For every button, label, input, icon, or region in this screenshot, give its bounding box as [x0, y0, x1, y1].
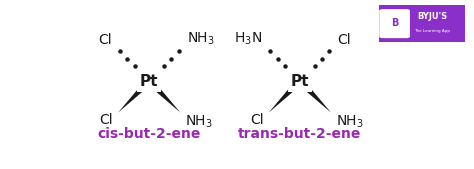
Text: cis-but-2-ene: cis-but-2-ene [98, 127, 201, 141]
FancyBboxPatch shape [379, 9, 410, 38]
Text: The Learning App: The Learning App [414, 29, 450, 33]
Text: Cl: Cl [98, 33, 111, 47]
Text: Pt: Pt [140, 74, 158, 89]
Polygon shape [269, 81, 304, 113]
Text: Cl: Cl [250, 113, 264, 127]
FancyBboxPatch shape [375, 3, 469, 44]
Text: BYJU'S: BYJU'S [417, 13, 447, 21]
Text: NH$_3$: NH$_3$ [336, 113, 364, 130]
Text: Cl: Cl [100, 113, 113, 127]
Polygon shape [145, 81, 181, 113]
Text: Pt: Pt [291, 74, 309, 89]
Polygon shape [118, 81, 154, 113]
Text: NH$_3$: NH$_3$ [187, 31, 215, 47]
Polygon shape [295, 81, 331, 113]
Text: H$_3$N: H$_3$N [234, 31, 262, 47]
Text: B: B [391, 18, 398, 28]
Text: trans-but-2-ene: trans-but-2-ene [238, 127, 362, 141]
Text: Cl: Cl [337, 33, 351, 47]
Text: NH$_3$: NH$_3$ [185, 113, 213, 130]
